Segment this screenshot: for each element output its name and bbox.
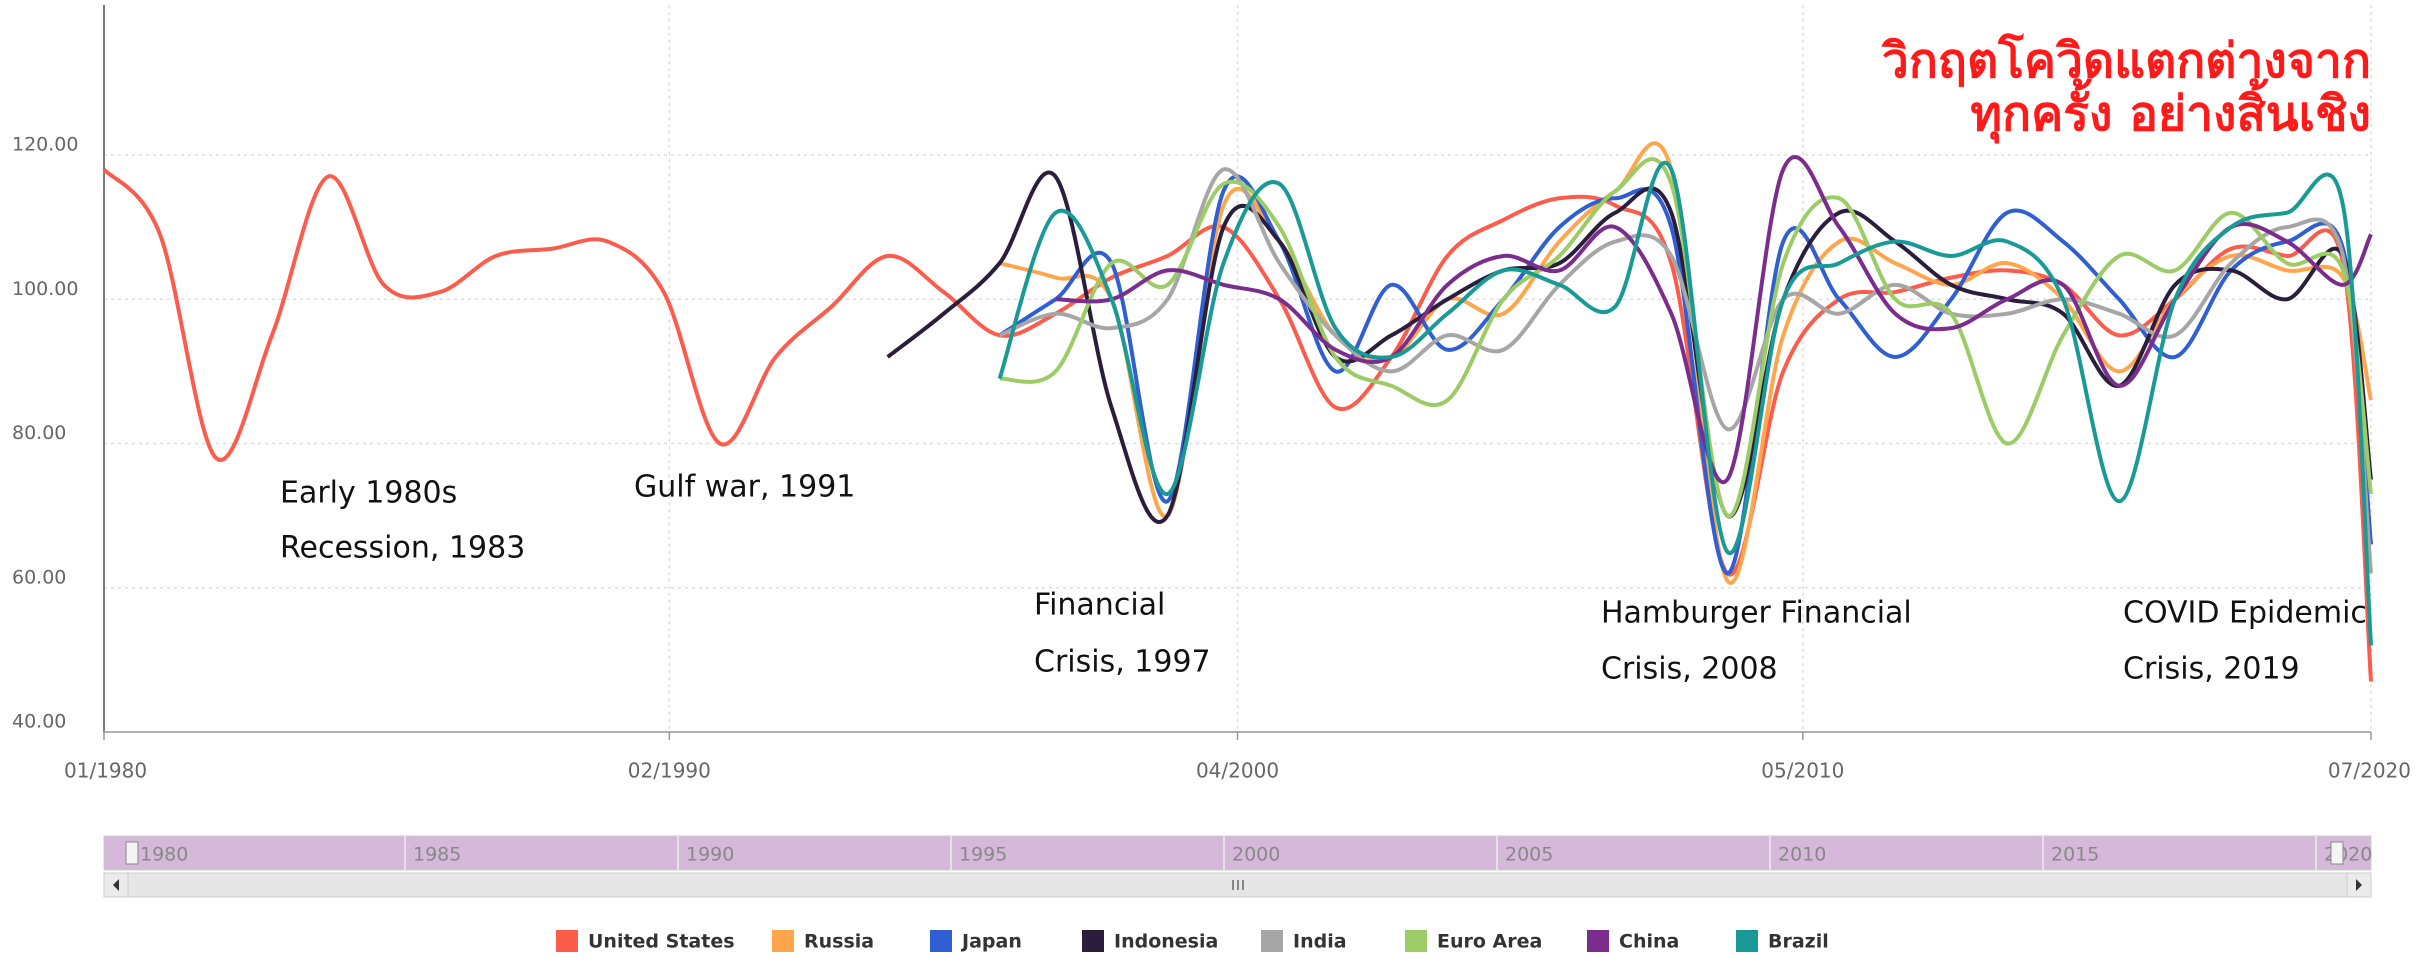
legend-label[interactable]: India [1293, 931, 1347, 953]
navigator-label: 1980 [140, 844, 188, 866]
y-tick-label: 60.00 [12, 566, 66, 588]
y-tick-label: 100.00 [12, 278, 78, 300]
x-tick-label: 07/2020 [2328, 759, 2411, 783]
series-line [997, 160, 2373, 646]
navigator-handle[interactable] [125, 841, 139, 865]
legend-label[interactable]: Japan [960, 931, 1022, 953]
annotation: Crisis, 1997 [1034, 645, 1211, 680]
legend-swatch[interactable] [556, 930, 578, 952]
arrow-right [2356, 879, 2362, 891]
legend-swatch[interactable] [1587, 930, 1609, 952]
legend-swatch[interactable] [1405, 930, 1427, 952]
y-tick-label: 120.00 [12, 134, 78, 156]
navigator-label: 2015 [2051, 844, 2099, 866]
x-tick-label: 02/1990 [628, 759, 711, 783]
annotation: COVID Epidemic [2123, 596, 2367, 631]
navigator [103, 835, 2372, 871]
legend-label[interactable]: Brazil [1768, 931, 1829, 953]
legend-swatch[interactable] [772, 930, 794, 952]
annotation: Recession, 1983 [280, 531, 525, 566]
legend-label[interactable]: United States [588, 931, 735, 953]
annotation: Crisis, 2008 [1601, 652, 1778, 687]
annotation: Hamburger Financial [1601, 596, 1912, 631]
y-tick-label: 80.00 [12, 422, 66, 444]
annotation: Early 1980s [280, 476, 457, 511]
navigator-label: 1985 [413, 844, 461, 866]
x-tick-label: 01/1980 [64, 759, 147, 783]
legend-swatch[interactable] [1736, 930, 1758, 952]
annotation: Gulf war, 1991 [634, 470, 855, 505]
series-line [999, 157, 2373, 518]
navigator-label: 1995 [959, 844, 1007, 866]
series-line [1055, 155, 2373, 485]
x-tick-label: 05/2010 [1761, 759, 1844, 783]
legend-swatch[interactable] [1261, 930, 1283, 952]
chart-title: วิกฤตโควิดแตกต่างจาก [1881, 32, 2371, 89]
legend-swatch[interactable] [930, 930, 952, 952]
series-line [998, 174, 2373, 576]
navigator-label: 2010 [1778, 844, 1826, 866]
series-line [102, 168, 2373, 682]
navigator-label: 1990 [686, 844, 734, 866]
annotation: Crisis, 2019 [2123, 652, 2300, 687]
legend-label[interactable]: Russia [804, 931, 874, 953]
navigator-label: 2005 [1505, 844, 1553, 866]
navigator-label: 2000 [1232, 844, 1280, 866]
legend-label[interactable]: Euro Area [1437, 931, 1542, 953]
annotation: Financial [1034, 588, 1165, 623]
arrow-left [113, 879, 119, 891]
series-line [998, 167, 2373, 574]
series-line [886, 170, 2373, 525]
navigator-handle[interactable] [2330, 841, 2344, 865]
legend-label[interactable]: China [1619, 931, 1679, 953]
x-tick-label: 04/2000 [1196, 759, 1279, 783]
y-tick-label: 40.00 [12, 711, 66, 733]
legend-swatch[interactable] [1082, 930, 1104, 952]
chart-title: ทุกครั้ง อย่างสิ้นเชิง [1970, 78, 2371, 144]
legend-label[interactable]: Indonesia [1114, 931, 1218, 953]
